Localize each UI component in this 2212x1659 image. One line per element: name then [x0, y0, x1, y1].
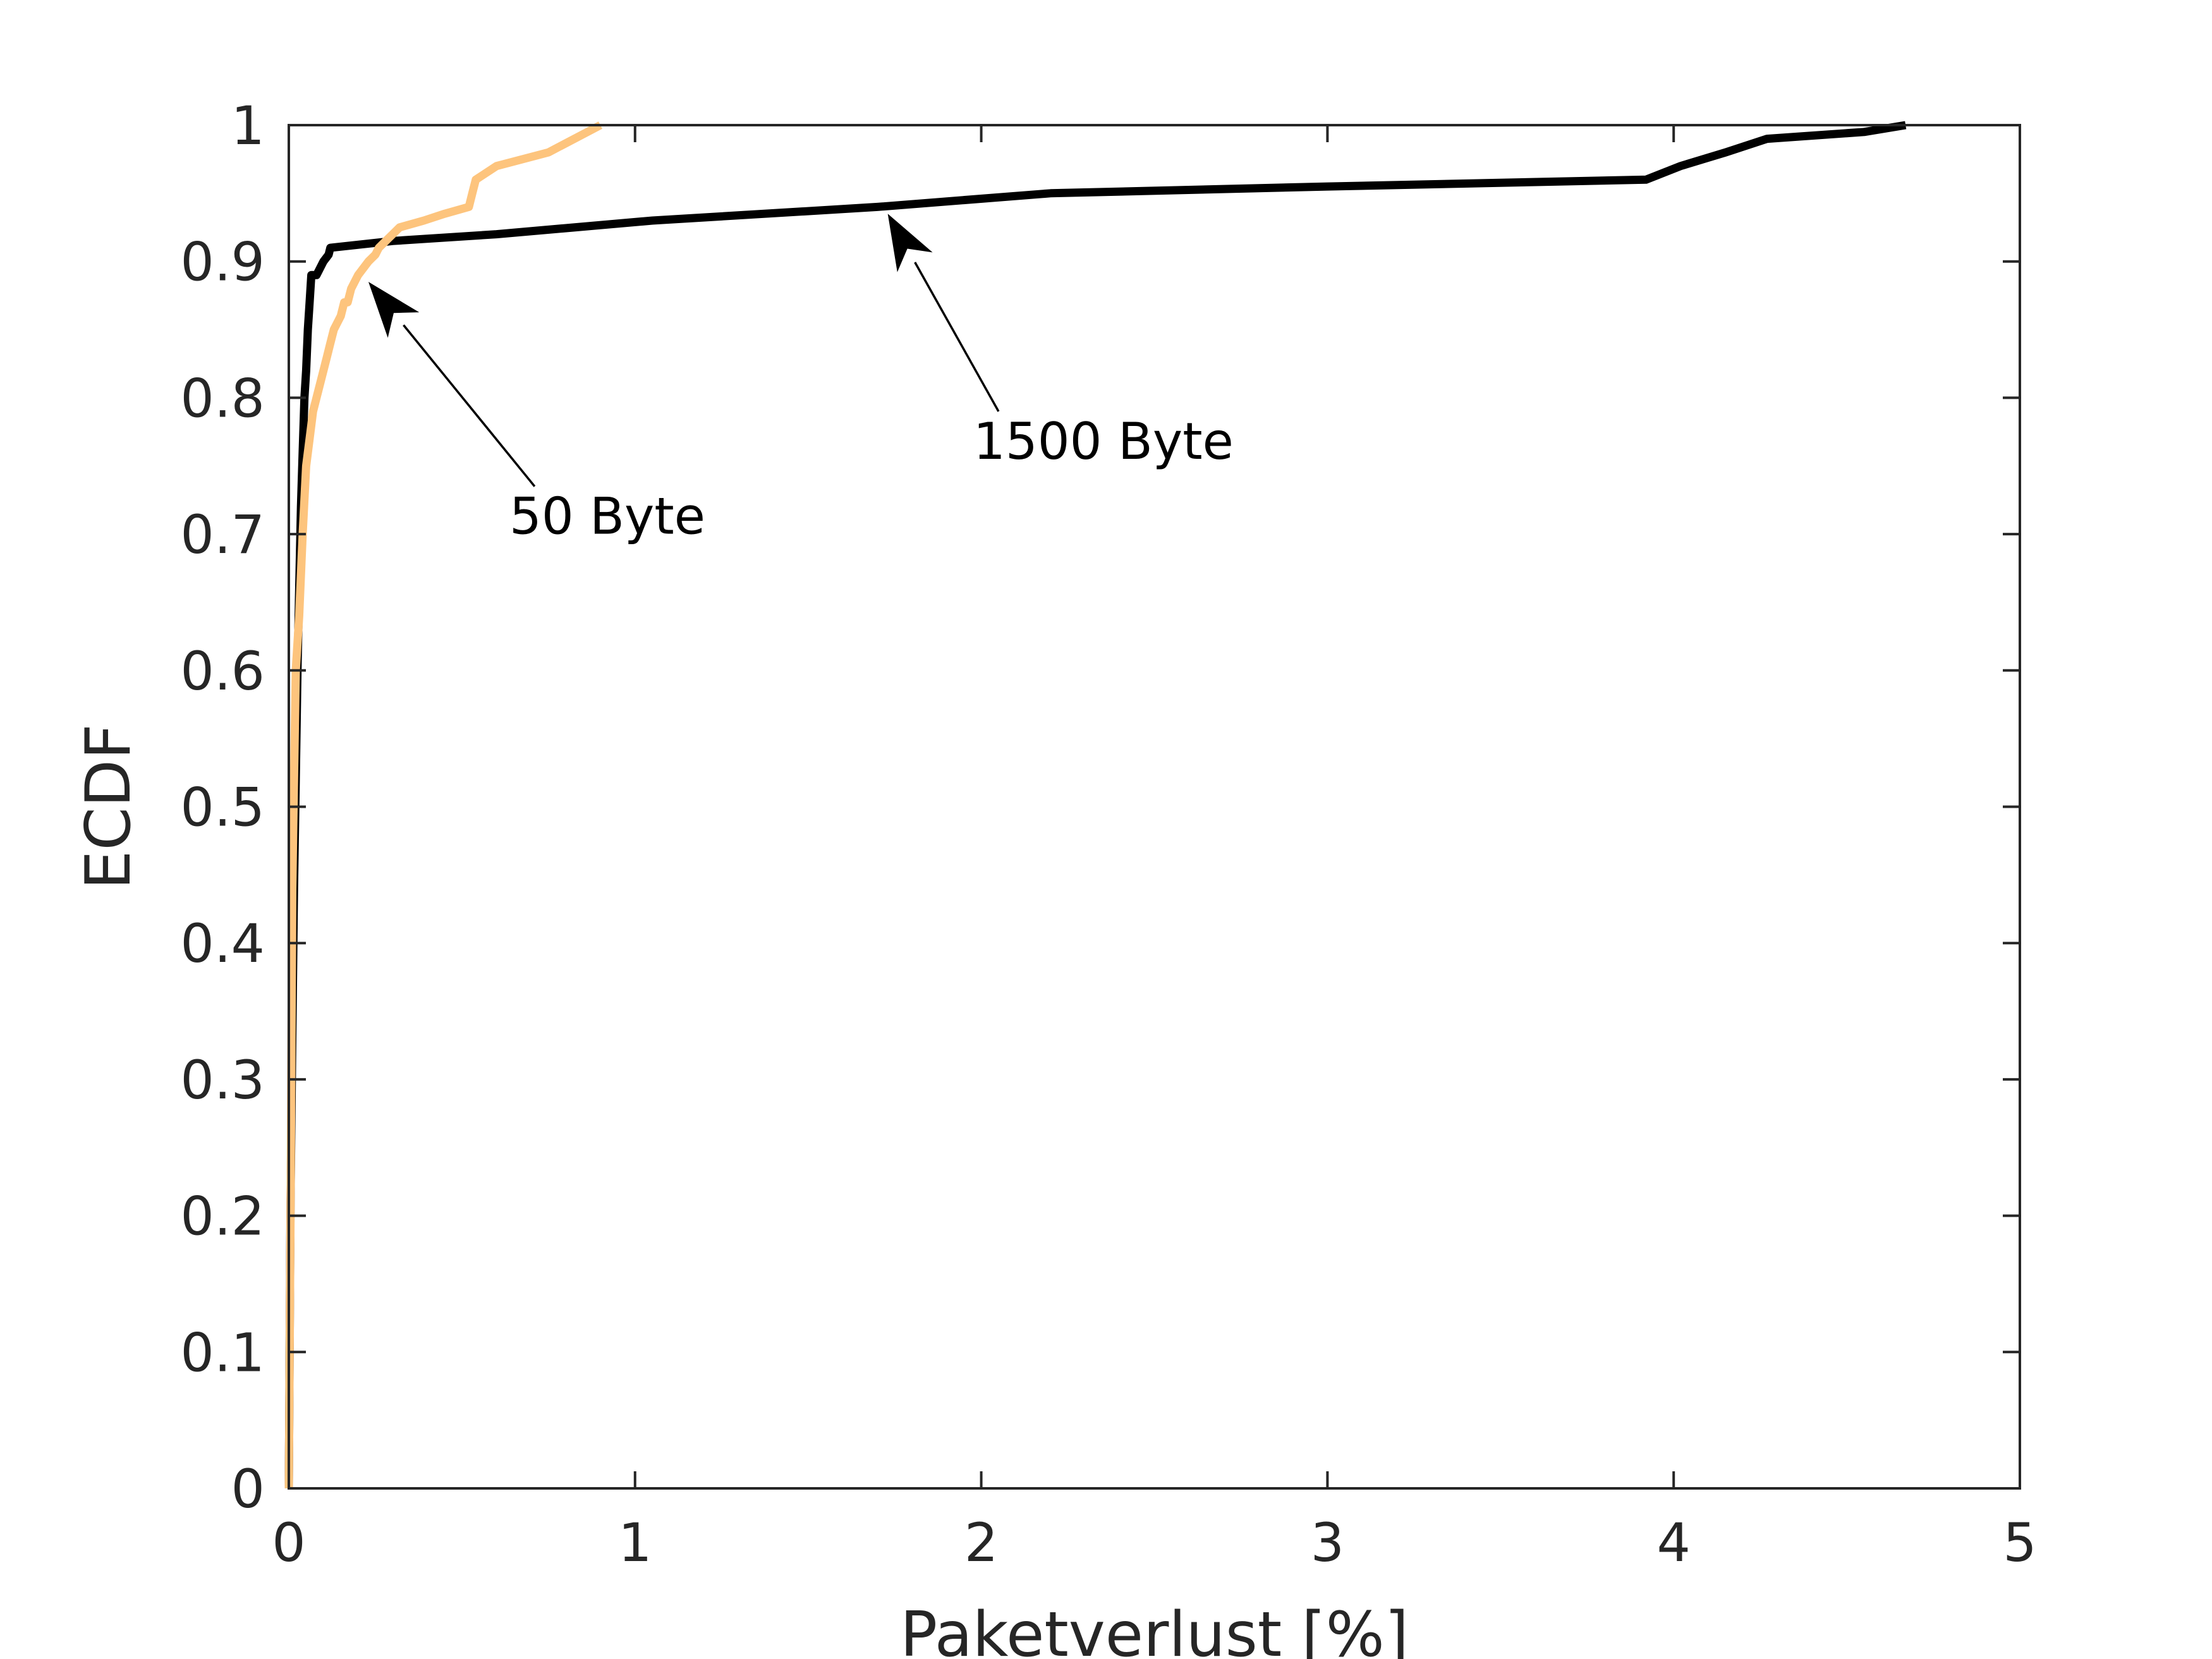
x-tick-label: 1	[618, 1512, 652, 1574]
y-tick-label: 0.8	[180, 367, 265, 429]
annotation-arrow-line	[403, 324, 536, 487]
y-tick-label: 0.2	[180, 1186, 265, 1248]
x-tick-label: 0	[272, 1512, 305, 1574]
series-line-1	[284, 121, 603, 1489]
x-tick-label: 5	[2003, 1512, 2036, 1574]
y-tick-label: 0.3	[180, 1049, 265, 1111]
y-tick-label: 0	[231, 1458, 265, 1520]
y-axis-label: ECDF	[73, 724, 145, 889]
annotations-layer: 1500 Byte 50 Byte	[368, 214, 1234, 546]
y-tick-label: 0.9	[180, 231, 265, 293]
y-tick-label: 0.1	[180, 1322, 265, 1383]
x-tick-label: 3	[1311, 1512, 1344, 1574]
x-axis-label: Paketverlust [%]	[900, 1599, 1409, 1659]
x-tick-label: 2	[964, 1512, 998, 1574]
y-tick-label: 1	[231, 95, 265, 157]
annotation-arrow-head	[887, 214, 933, 272]
y-tick-label: 0.4	[180, 913, 265, 975]
y-tick-label: 0.7	[180, 504, 265, 566]
ticks-layer: 0 1 2 3 4 5 0 0.1 0.2 0.3 0.4 0.5 0.6 0.7 0.8 0.9 1	[180, 95, 2036, 1574]
y-tick-label: 0.6	[180, 640, 265, 702]
y-tick-label: 0.5	[180, 777, 265, 839]
annotation-label: 50 Byte	[509, 487, 705, 546]
annotation-label: 1500 Byte	[973, 412, 1234, 471]
annotation-arrow-line	[914, 262, 1000, 412]
annotation-arrow-head	[368, 282, 420, 338]
x-tick-label: 4	[1656, 1512, 1690, 1574]
